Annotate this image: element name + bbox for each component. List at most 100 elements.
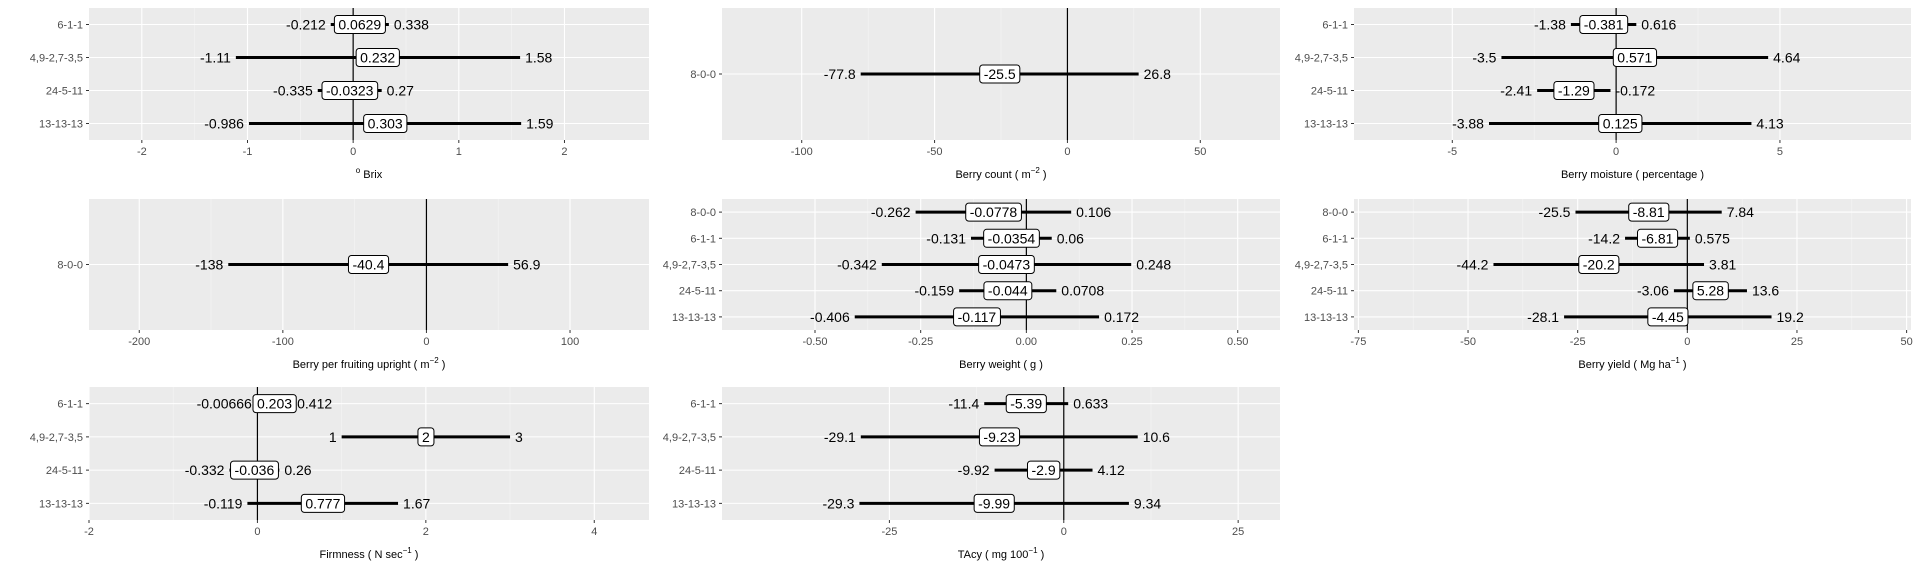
estimate-label: -20.2 xyxy=(1583,257,1615,273)
x-tick-label: 0 xyxy=(1064,146,1070,158)
category-label: 6-1-1 xyxy=(57,20,83,32)
upper-bound-label: 0.338 xyxy=(394,17,429,33)
lower-bound-label: -0.335 xyxy=(273,83,313,99)
lower-bound-label: -0.159 xyxy=(914,283,954,299)
lower-bound-label: -1.11 xyxy=(200,50,231,66)
upper-bound-label: 0.172 xyxy=(1104,309,1139,325)
x-tick-label: -2 xyxy=(84,526,94,538)
x-tick-label: 0 xyxy=(1613,146,1619,158)
upper-bound-label: -0.172 xyxy=(1615,83,1655,99)
estimate-label-box xyxy=(363,114,408,133)
x-axis-title: Firmness ( N sec−1 ) xyxy=(320,546,419,561)
estimate-label-box xyxy=(978,427,1021,447)
category-label: 6-1-1 xyxy=(57,399,83,411)
x-axis-title: Berry moisture ( percentage ) xyxy=(1561,169,1704,181)
lower-bound-label: -44.2 xyxy=(1457,257,1489,273)
x-tick-label: -75 xyxy=(1350,336,1366,348)
x-tick-label: -2 xyxy=(137,146,147,158)
lower-bound-label: -2.41 xyxy=(1500,83,1532,99)
category-label: 6-1-1 xyxy=(1322,20,1348,32)
estimate-label: -9.99 xyxy=(978,495,1010,511)
lower-bound-label: -0.342 xyxy=(837,257,877,273)
estimate-label: 0.777 xyxy=(305,495,340,511)
estimate-label-box xyxy=(1647,307,1689,327)
upper-bound-label: 10.6 xyxy=(1143,429,1170,445)
x-tick-label: -1 xyxy=(243,146,253,158)
category-label: 6-1-1 xyxy=(690,233,716,245)
lower-bound-label: -25.5 xyxy=(1539,204,1571,220)
upper-bound-label: 0.06 xyxy=(1057,230,1084,246)
upper-bound-label: 0.26 xyxy=(284,462,311,478)
estimate-label: -0.381 xyxy=(1584,17,1624,33)
lower-bound-label: -3.88 xyxy=(1452,116,1484,132)
lower-bound-label: -0.00666 xyxy=(197,396,252,412)
x-axis-title-part: Berry yield ( Mg ha xyxy=(1578,359,1671,371)
x-axis-title-part: TAcy ( mg 100 xyxy=(958,549,1029,561)
x-tick-label: -25 xyxy=(881,526,897,538)
estimate-label-box xyxy=(1636,228,1679,248)
estimate-label: -5.39 xyxy=(1010,396,1042,412)
category-label: 24-5-11 xyxy=(46,86,83,98)
x-tick-label: 0 xyxy=(1684,336,1690,348)
forest-panel: -2 -1 0 1 2 6-1-1 4,9-2,7-3,5 24-5-11 13-13-13 -0… xyxy=(30,8,649,181)
estimate-label: -1.29 xyxy=(1558,83,1590,99)
lower-bound-label: -0.262 xyxy=(871,204,911,220)
upper-bound-label: 19.2 xyxy=(1777,309,1804,325)
estimate-label-box xyxy=(333,15,386,34)
category-label: 13-13-13 xyxy=(672,498,716,510)
x-tick-label: -50 xyxy=(927,146,943,158)
x-axis-title-superscript: o xyxy=(356,166,361,175)
x-tick-label: 2 xyxy=(423,526,429,538)
x-tick-label: 2 xyxy=(561,146,567,158)
lower-bound-label: -0.986 xyxy=(204,116,244,132)
estimate-label: 5.28 xyxy=(1697,283,1724,299)
upper-bound-label: 0.633 xyxy=(1073,396,1108,412)
estimate-label-box xyxy=(973,493,1015,513)
estimate-label: 0.125 xyxy=(1603,116,1638,132)
estimate-label: -6.81 xyxy=(1641,230,1673,246)
lower-bound-label: -3.06 xyxy=(1637,283,1669,299)
estimate-label-box xyxy=(1005,394,1047,414)
forest-panel: -5 0 5 6-1-1 4,9-2,7-3,5 24-5-11 13-13-13 -1.38… xyxy=(1295,8,1911,181)
lower-bound-label: -0.332 xyxy=(185,462,225,478)
estimate-label: -9.23 xyxy=(983,429,1015,445)
x-axis-title-part: Brix xyxy=(360,169,383,181)
estimate-label: -40.4 xyxy=(352,257,384,273)
lower-bound-label: -14.2 xyxy=(1588,230,1620,246)
x-tick-label: 0 xyxy=(350,146,356,158)
category-label: 4,9-2,7-3,5 xyxy=(663,260,716,272)
estimate-label: -0.0473 xyxy=(983,257,1031,273)
estimate-label-box xyxy=(347,255,390,274)
estimate-label: 2 xyxy=(422,429,430,445)
estimate-label: -25.5 xyxy=(984,66,1016,82)
lower-bound-label: -29.1 xyxy=(824,429,856,445)
upper-bound-label: 1.59 xyxy=(526,116,553,132)
upper-bound-label: 7.84 xyxy=(1727,204,1754,220)
lower-bound-label: -1.38 xyxy=(1534,17,1566,33)
upper-bound-label: 0.412 xyxy=(297,396,332,412)
estimate-label: 0.571 xyxy=(1617,50,1652,66)
estimate-label: 0.0629 xyxy=(338,17,381,33)
x-axis-title-part: Berry moisture ( percentage ) xyxy=(1561,169,1704,181)
x-axis-title-superscript: −1 xyxy=(1671,356,1681,365)
category-label: 8-0-0 xyxy=(690,69,716,81)
category-label: 13-13-13 xyxy=(39,119,83,131)
estimate-label-box xyxy=(230,460,279,480)
estimate-label-box xyxy=(1612,48,1658,67)
lower-bound-label: -11.4 xyxy=(948,396,979,412)
estimate-label: -0.117 xyxy=(958,309,997,325)
x-axis-title-part: Firmness ( N sec xyxy=(320,549,404,561)
upper-bound-label: 0.106 xyxy=(1076,204,1111,220)
category-label: 4,9-2,7-3,5 xyxy=(30,53,83,65)
lower-bound-label: -138 xyxy=(195,257,223,273)
x-axis-title-superscript: −1 xyxy=(403,546,413,555)
category-label: 4,9-2,7-3,5 xyxy=(1295,53,1348,65)
x-tick-label: 0.00 xyxy=(1016,336,1037,348)
lower-bound-label: -0.406 xyxy=(810,309,850,325)
estimate-label-box xyxy=(983,281,1033,301)
estimate-label-box xyxy=(300,493,346,513)
category-label: 13-13-13 xyxy=(672,312,716,324)
x-axis-title: Berry yield ( Mg ha−1 ) xyxy=(1578,356,1686,371)
x-tick-label: 25 xyxy=(1232,526,1244,538)
x-tick-label: -100 xyxy=(272,336,294,348)
